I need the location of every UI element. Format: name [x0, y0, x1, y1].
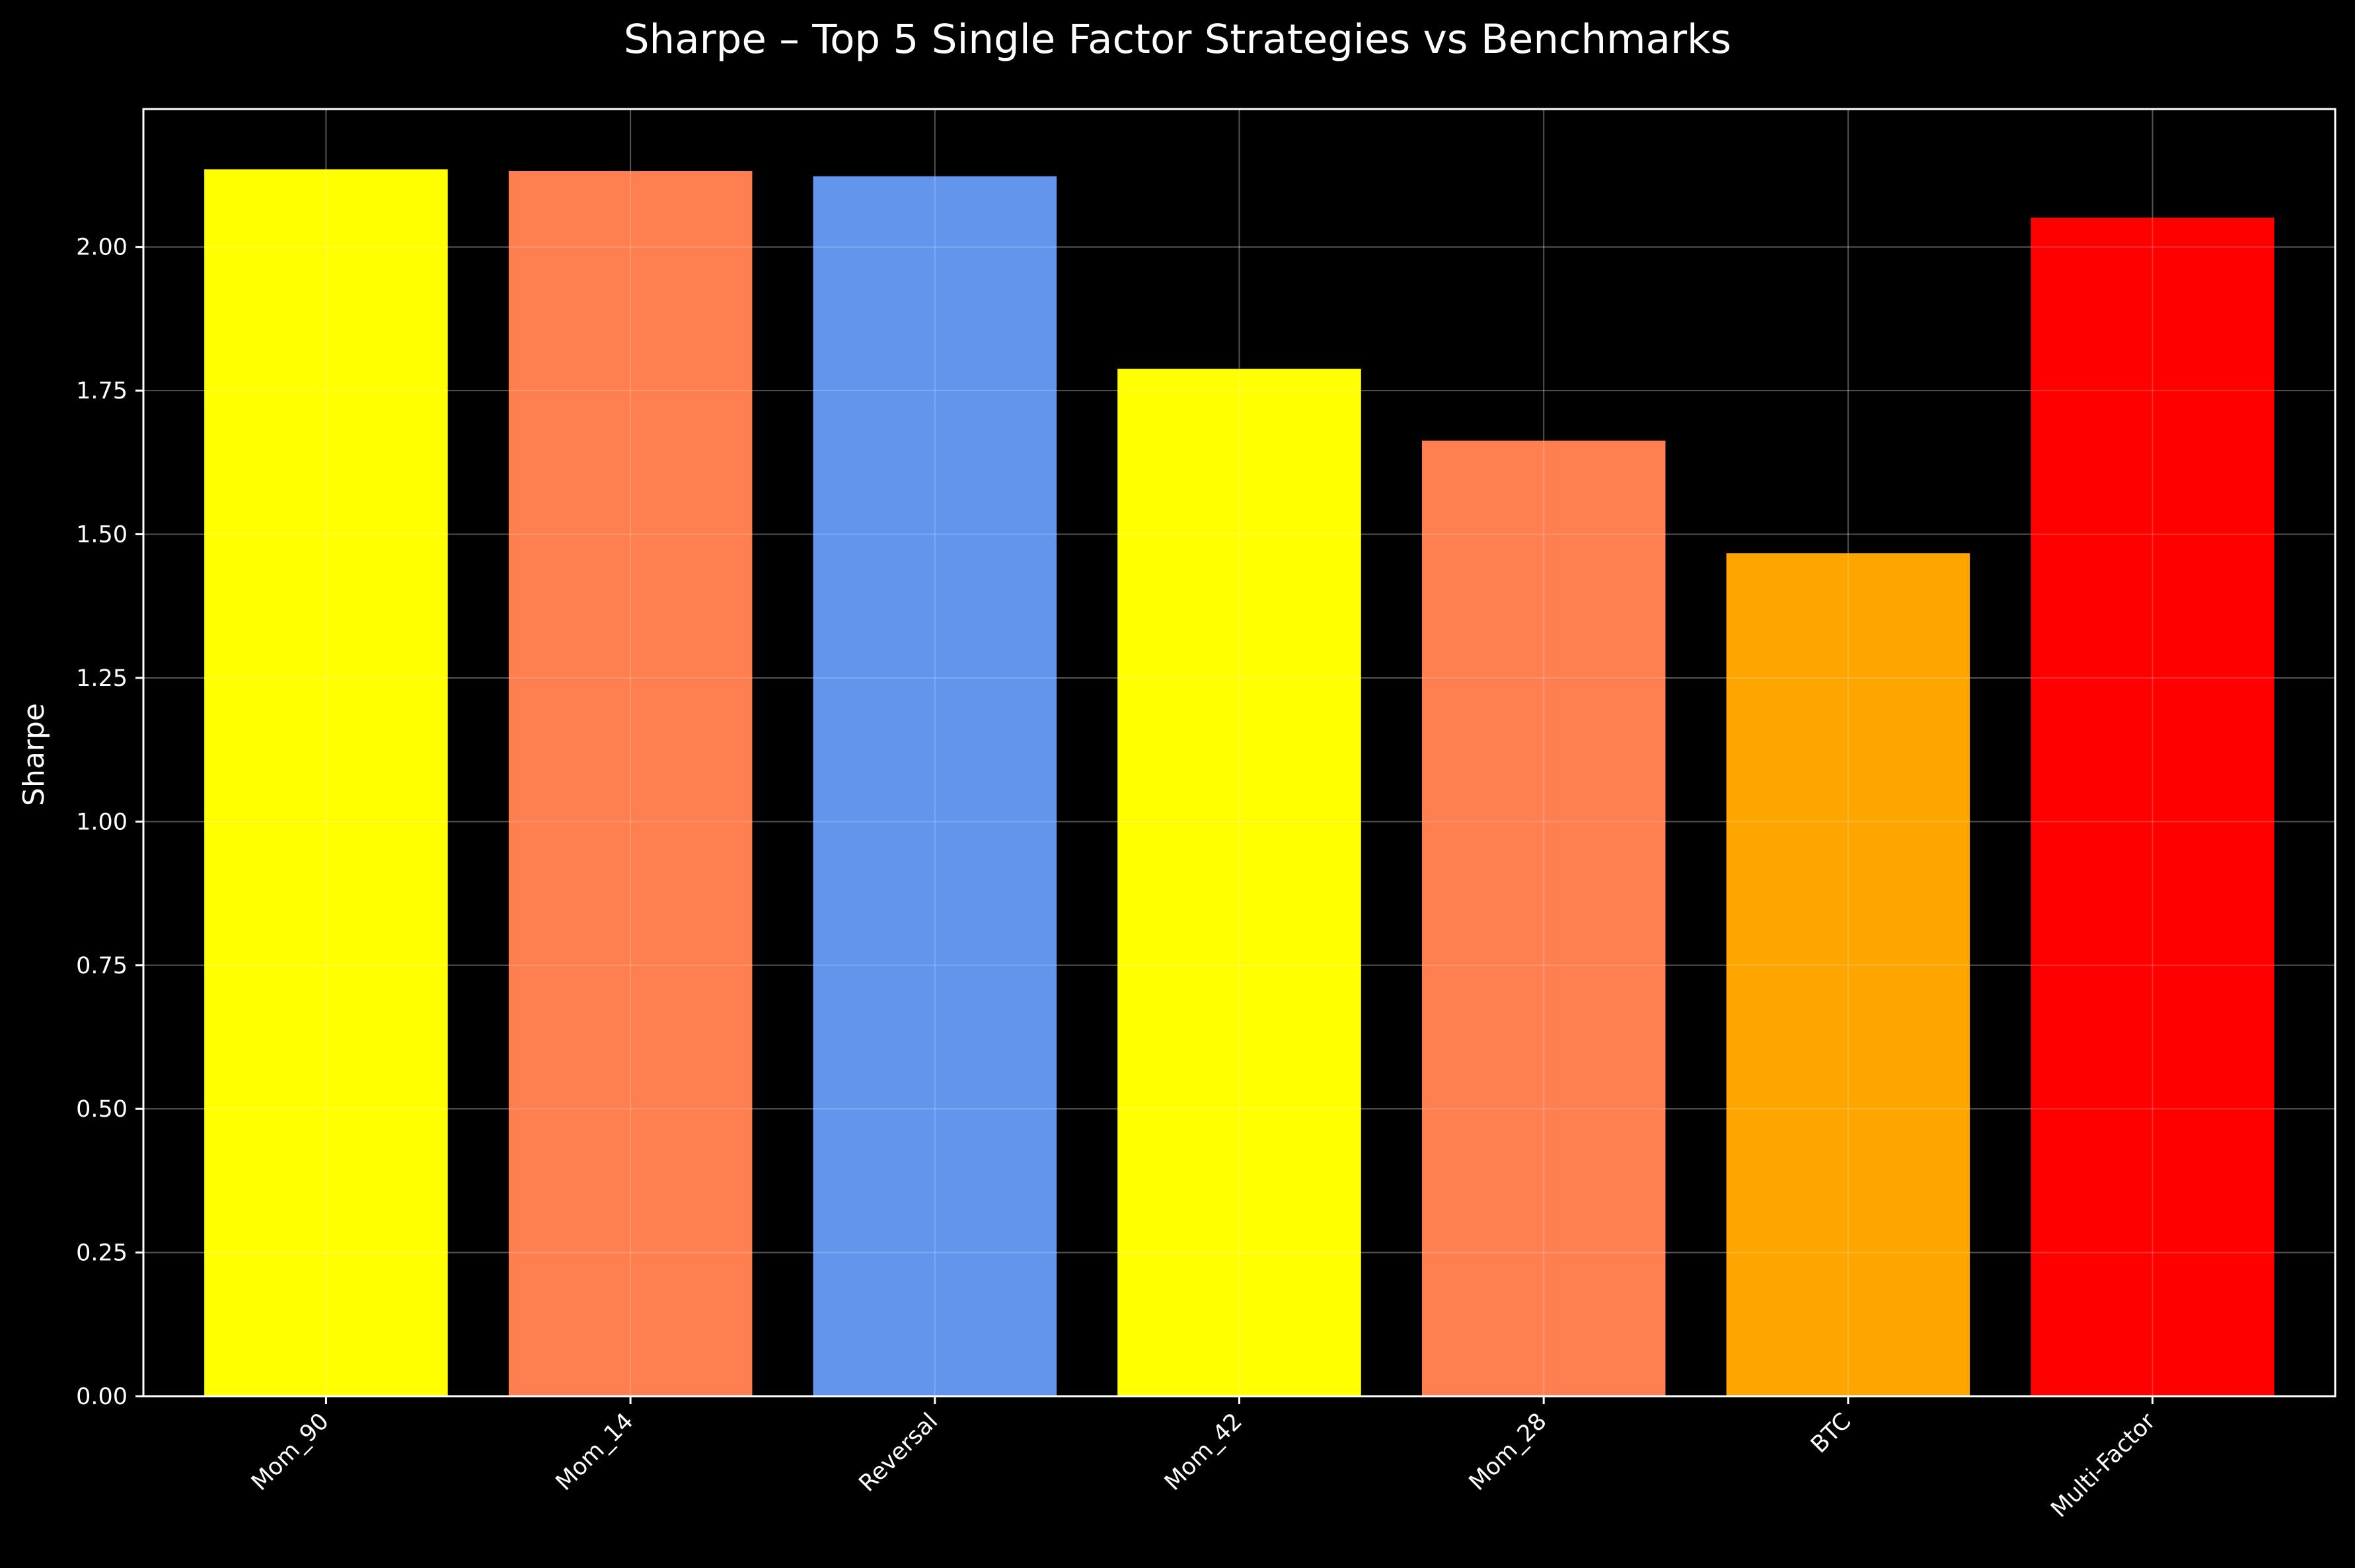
- bar-mom-28: [1421, 440, 1666, 1396]
- chart-title: Sharpe – Top 5 Single Factor Strategies …: [624, 16, 1731, 63]
- y-tick-label: 1.50: [76, 522, 128, 548]
- y-axis-ticks: 0.00 0.25 0.50 0.75 1.00 1.25 1.50 1.75 2.00: [76, 235, 143, 1410]
- bars: [143, 109, 2335, 1397]
- bar-btc: [1726, 553, 1970, 1397]
- axis-frame: [142, 108, 2336, 1398]
- y-tick-label: 0.25: [76, 1240, 128, 1267]
- y-tick-label: 0.50: [76, 1096, 128, 1123]
- bar-mom-90: [204, 169, 448, 1396]
- y-tick-label: 0.00: [76, 1384, 128, 1410]
- bar-multi-factor: [2031, 217, 2274, 1396]
- y-axis-label: Sharpe: [17, 703, 51, 806]
- bar-reversal: [813, 176, 1057, 1397]
- bar-mom-14: [508, 170, 753, 1397]
- y-tick-label: 1.75: [76, 378, 128, 404]
- y-tick-label: 1.00: [76, 809, 128, 835]
- bar-mom-42: [1117, 369, 1361, 1396]
- y-tick-label: 0.75: [76, 953, 128, 979]
- y-tick-label: 2.00: [76, 235, 128, 261]
- y-tick-label: 1.25: [76, 665, 128, 692]
